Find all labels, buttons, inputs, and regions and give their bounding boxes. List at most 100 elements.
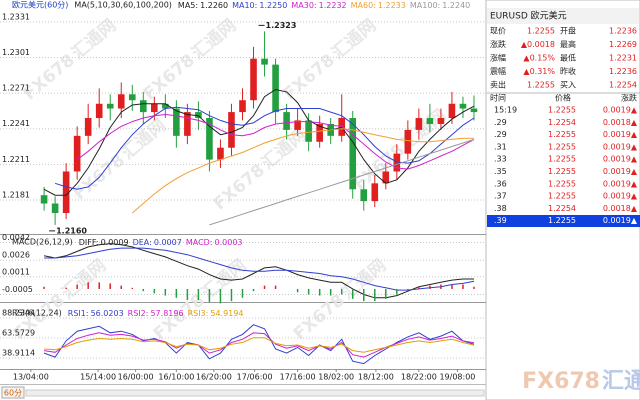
indicator-line bbox=[44, 337, 475, 353]
legend-separator: : bbox=[255, 1, 258, 10]
trade-change: 0.0019▲ bbox=[603, 130, 638, 139]
candle-body bbox=[217, 147, 224, 160]
candle-body bbox=[415, 118, 423, 130]
quote-label: 涨幅 bbox=[490, 53, 506, 63]
trade-change: 0.0019▲ bbox=[603, 216, 638, 225]
y-tick-label: 63.5729 bbox=[2, 329, 35, 338]
x-tick-label: 15/14:00 bbox=[80, 373, 116, 382]
candle-body bbox=[360, 189, 368, 202]
trade-price: 1.2254 bbox=[548, 204, 576, 213]
legend-value: 1.2233 bbox=[378, 1, 406, 10]
y-tick-label: 88.2344 bbox=[2, 309, 35, 318]
x-tick-label: 16/10:00 bbox=[158, 373, 194, 382]
legend-entry: RSI3: 54.9194 bbox=[188, 309, 244, 318]
watermark-brand: FX678 bbox=[522, 369, 600, 394]
trade-time: .29 bbox=[494, 118, 507, 127]
selected-row[interactable] bbox=[487, 215, 640, 227]
y-tick-label: -0.0005 bbox=[2, 285, 33, 294]
candle-body bbox=[51, 203, 59, 214]
quote-value: 1.2269 bbox=[609, 40, 637, 49]
timeframe-label[interactable]: 60分 bbox=[4, 389, 22, 398]
legend-value: 1.2240 bbox=[442, 1, 470, 10]
legend-value: 0.0009 bbox=[101, 238, 129, 247]
candle-body bbox=[404, 129, 412, 154]
quote-value: 1.2236 bbox=[609, 27, 637, 36]
timeframe-button[interactable] bbox=[1, 386, 25, 399]
quote-label: 卖出 bbox=[490, 80, 506, 90]
candle-body bbox=[206, 118, 213, 160]
scrollbar[interactable] bbox=[25, 389, 485, 397]
candle-body bbox=[305, 120, 312, 142]
candle-body bbox=[117, 94, 125, 109]
legend-entry: DIFF: 0.0009 bbox=[79, 238, 129, 247]
trade-price: 1.2255 bbox=[548, 106, 576, 115]
legend-name: MA100 bbox=[410, 1, 438, 10]
legend-entry: MACD: 0.0003 bbox=[186, 238, 243, 247]
quote-label: 昨收 bbox=[560, 66, 576, 76]
quote-value: 1.2255 bbox=[527, 27, 555, 36]
legend-name: RSI1 bbox=[68, 309, 86, 318]
legend-entry: RSI1: 56.0203 bbox=[68, 309, 124, 318]
trade-price: 1.2255 bbox=[548, 179, 576, 188]
candle-body bbox=[139, 100, 147, 113]
indicator-line bbox=[44, 247, 475, 291]
legend-value: 1.2250 bbox=[259, 1, 287, 10]
candle-body bbox=[437, 118, 445, 124]
x-tick-label: 17/06:00 bbox=[237, 373, 273, 382]
legend-separator: : bbox=[438, 1, 441, 10]
candle-body bbox=[272, 64, 279, 113]
legend-entry: MA100: 1.2240 bbox=[410, 1, 470, 10]
legend-name: MACD bbox=[186, 238, 210, 247]
trade-change: 0.0019▲ bbox=[603, 155, 638, 164]
trade-time: .33 bbox=[494, 155, 507, 164]
candle-body bbox=[162, 103, 169, 109]
trade-time: .29 bbox=[494, 130, 507, 139]
quote-label: 现价 bbox=[490, 27, 506, 36]
quote-panel-background bbox=[485, 0, 640, 400]
chart-title: 欧元美元(60分) bbox=[12, 0, 68, 10]
legend-name: MA30 bbox=[291, 1, 314, 10]
quote-label: 最高 bbox=[560, 39, 576, 49]
candle-body bbox=[316, 123, 323, 142]
trade-time: .39 bbox=[494, 216, 507, 225]
legend-entry: RSI2: 57.8196 bbox=[128, 309, 184, 318]
trade-time: .31 bbox=[494, 142, 507, 151]
quote-value: ▲0.31% bbox=[523, 67, 555, 76]
candle-body bbox=[151, 103, 158, 113]
trade-change: 0.0019▲ bbox=[603, 179, 638, 188]
legend-separator: : bbox=[146, 309, 149, 318]
legend-entry: MA60: 1.2233 bbox=[351, 1, 406, 10]
y-tick-label: 1.2181 bbox=[2, 190, 30, 199]
candle-body bbox=[239, 100, 246, 113]
y-tick-label: 0.0026 bbox=[2, 251, 30, 260]
candle-body bbox=[73, 135, 81, 172]
legend-value: 54.9194 bbox=[210, 309, 243, 318]
annotation-label: 1.2323 bbox=[266, 21, 297, 30]
candle-body bbox=[448, 103, 456, 119]
candle-body bbox=[228, 112, 235, 148]
indicator-line bbox=[44, 332, 475, 358]
trades-header: 涨跌 bbox=[621, 93, 637, 103]
trade-price: 1.2254 bbox=[548, 118, 576, 127]
candle-body bbox=[128, 94, 136, 101]
indicator-line bbox=[54, 106, 475, 190]
trade-change: 0.0019▲ bbox=[603, 192, 638, 201]
indicator-line bbox=[76, 113, 475, 170]
legend-separator: : bbox=[86, 309, 89, 318]
quote-label: 开盘 bbox=[560, 26, 576, 36]
trade-change: 0.0018▲ bbox=[603, 118, 638, 127]
legend-name: MA60 bbox=[351, 1, 374, 10]
candle-body bbox=[173, 108, 180, 136]
legend-entry: MA5: 1.2260 bbox=[178, 1, 228, 10]
trade-price: 1.2255 bbox=[548, 155, 576, 164]
candle-body bbox=[459, 103, 467, 109]
trade-change: 0.0018▲ bbox=[603, 204, 638, 213]
candle-body bbox=[106, 103, 114, 109]
legend-value: 0.0003 bbox=[215, 238, 243, 247]
candle-body bbox=[294, 120, 301, 130]
candle-body bbox=[62, 171, 70, 214]
legend-entry: MA10: 1.2250 bbox=[232, 1, 287, 10]
trades-header: 价格 bbox=[555, 93, 571, 103]
